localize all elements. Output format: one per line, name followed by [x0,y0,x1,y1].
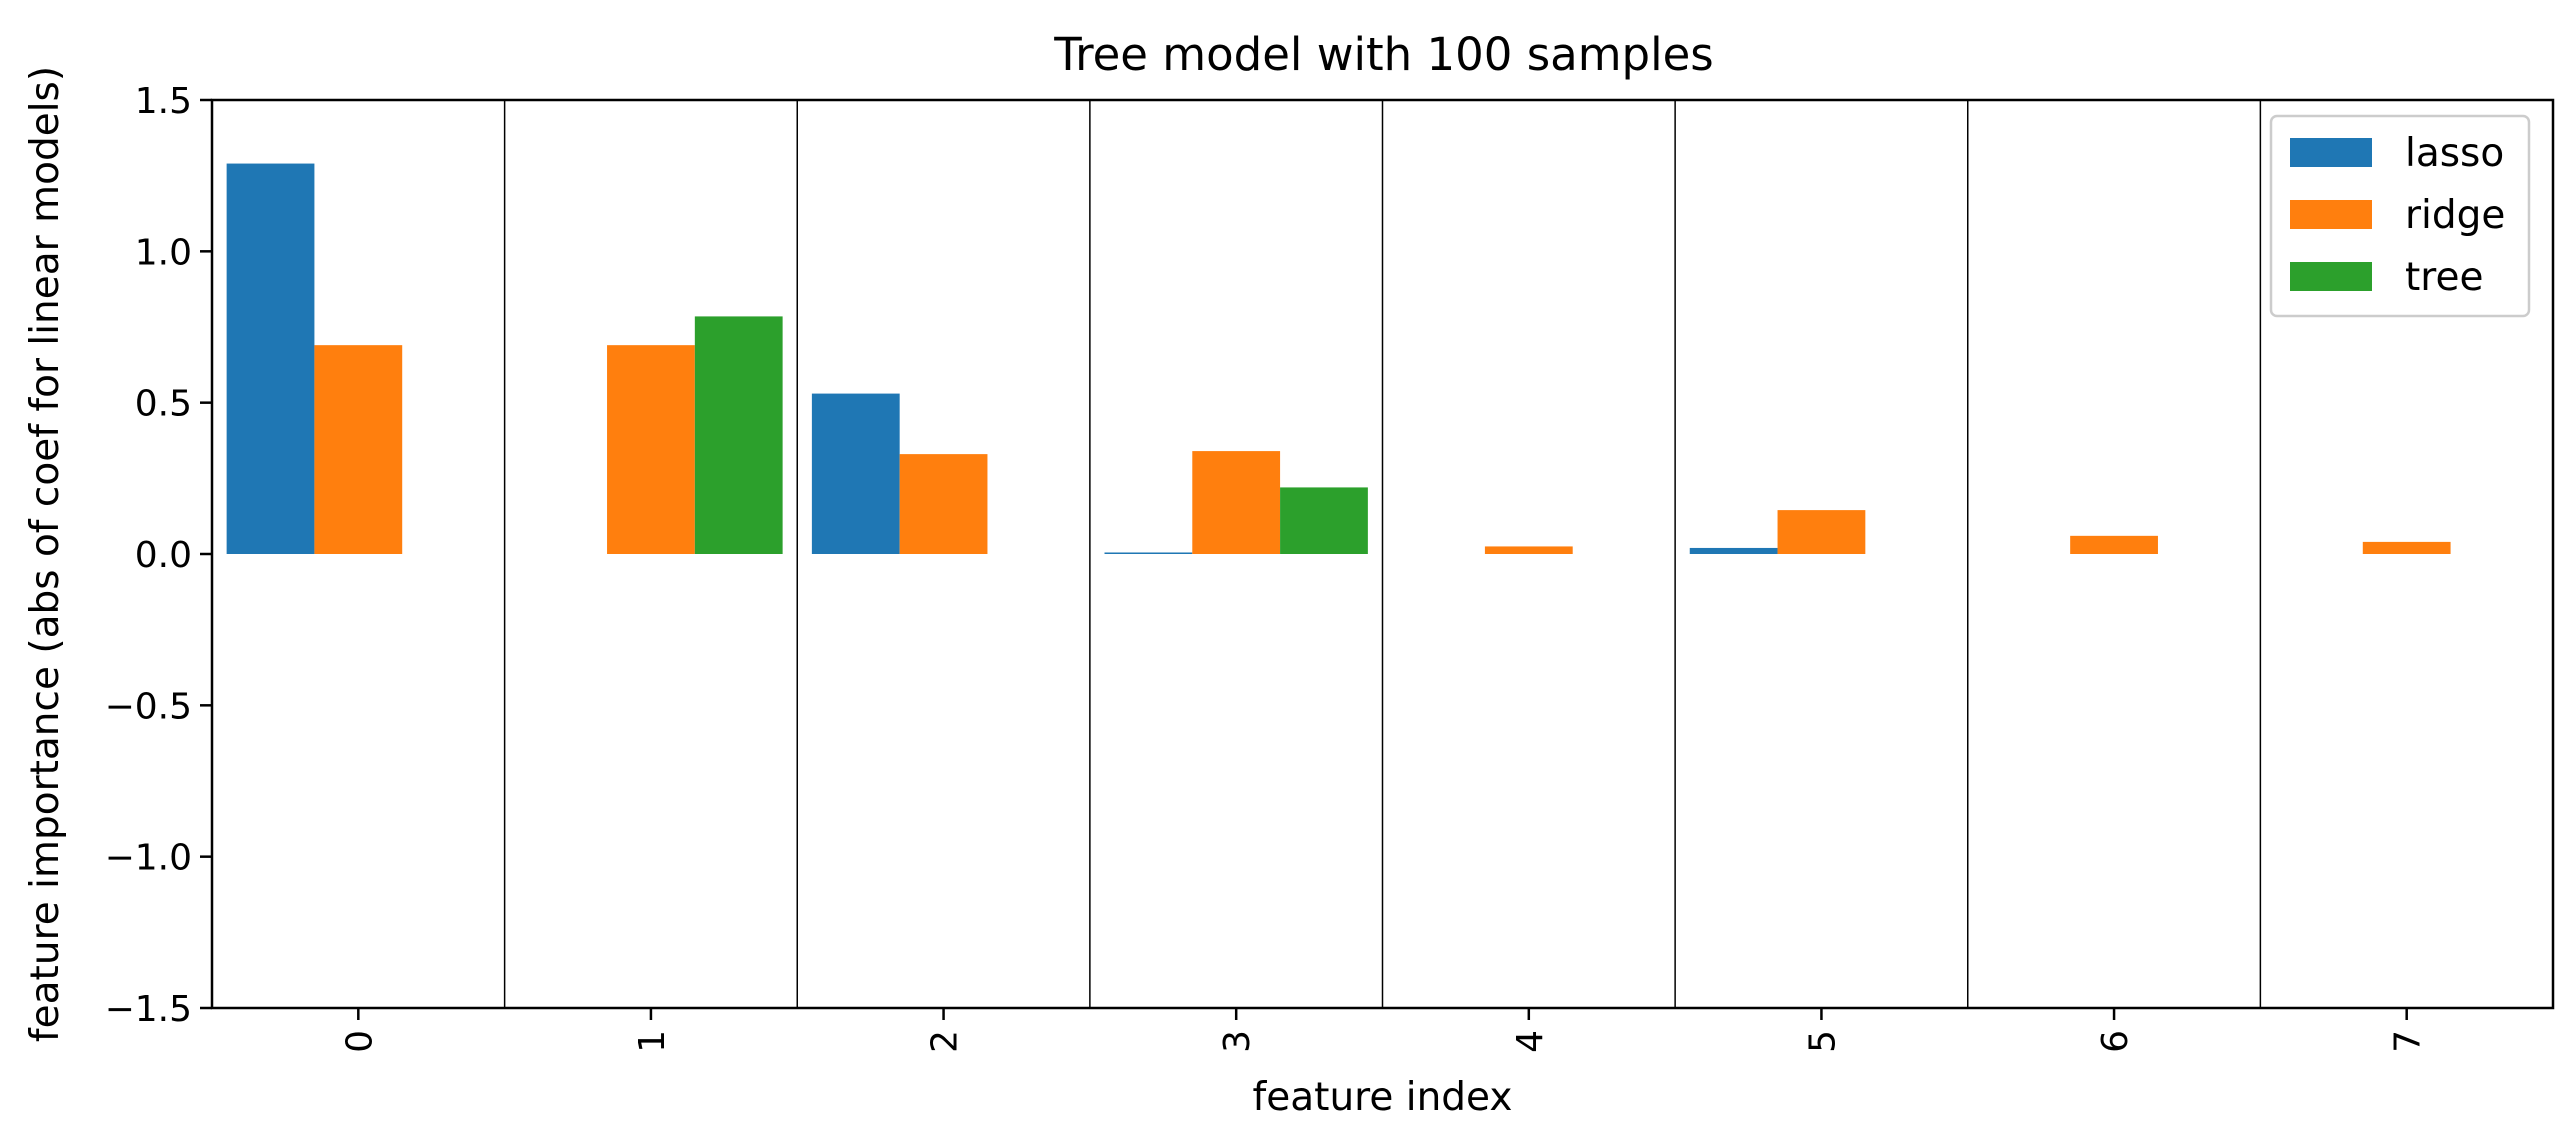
bar-lasso-0 [226,163,315,554]
x-tick-label: 2 [925,1030,966,1053]
bar-ridge-0 [314,345,403,554]
x-tick-label: 5 [1802,1030,1843,1053]
legend-swatch-tree [2290,262,2372,291]
x-tick-label: 1 [632,1030,673,1053]
y-tick-label: −1.0 [105,838,192,879]
x-tick-label: 4 [1510,1030,1551,1053]
legend-swatch-lasso [2290,138,2372,167]
y-tick-label: 0.0 [135,535,192,576]
y-axis-label: feature importance (abs of coef for line… [23,66,68,1042]
x-tick-label: 0 [339,1030,380,1053]
legend-label-tree: tree [2405,255,2483,300]
bar-lasso-5 [1689,547,1778,554]
bar-ridge-1 [607,345,695,554]
bar-tree-1 [694,316,783,554]
bar-tree-3 [1280,487,1368,554]
bar-ridge-6 [2070,535,2158,554]
bar-lasso-2 [811,393,900,554]
bar-ridge-7 [2362,541,2451,554]
bars [226,163,2451,554]
legend-label-ridge: ridge [2405,193,2505,238]
x-axis: 0 1 2 3 4 5 6 7 [339,1008,2429,1053]
legend-label-lasso: lasso [2405,131,2504,176]
bar-ridge-3 [1192,451,1281,554]
legend-swatch-ridge [2290,200,2372,229]
legend: lasso ridge tree [2269,114,2531,318]
category-separators [503,100,2262,1008]
x-tick-label: 3 [1217,1030,1258,1053]
y-tick-label: −0.5 [105,686,192,727]
y-axis: 1.5 1.0 0.5 0.0 −0.5 −1.0 −1.5 [105,81,212,1030]
x-tick-label: 6 [2095,1030,2136,1053]
y-tick-label: 0.5 [135,384,192,425]
bar-lasso-3 [1104,552,1193,554]
x-axis-label: feature index [1253,1075,1513,1120]
chart-title: Tree model with 100 samples [1053,28,1714,81]
bar-ridge-5 [1777,510,1866,554]
y-tick-label: 1.5 [135,81,192,122]
bar-ridge-4 [1484,546,1573,554]
bar-ridge-2 [899,454,988,554]
x-tick-label: 7 [2388,1030,2429,1053]
y-tick-label: 1.0 [135,232,192,273]
y-tick-label: −1.5 [105,989,192,1030]
